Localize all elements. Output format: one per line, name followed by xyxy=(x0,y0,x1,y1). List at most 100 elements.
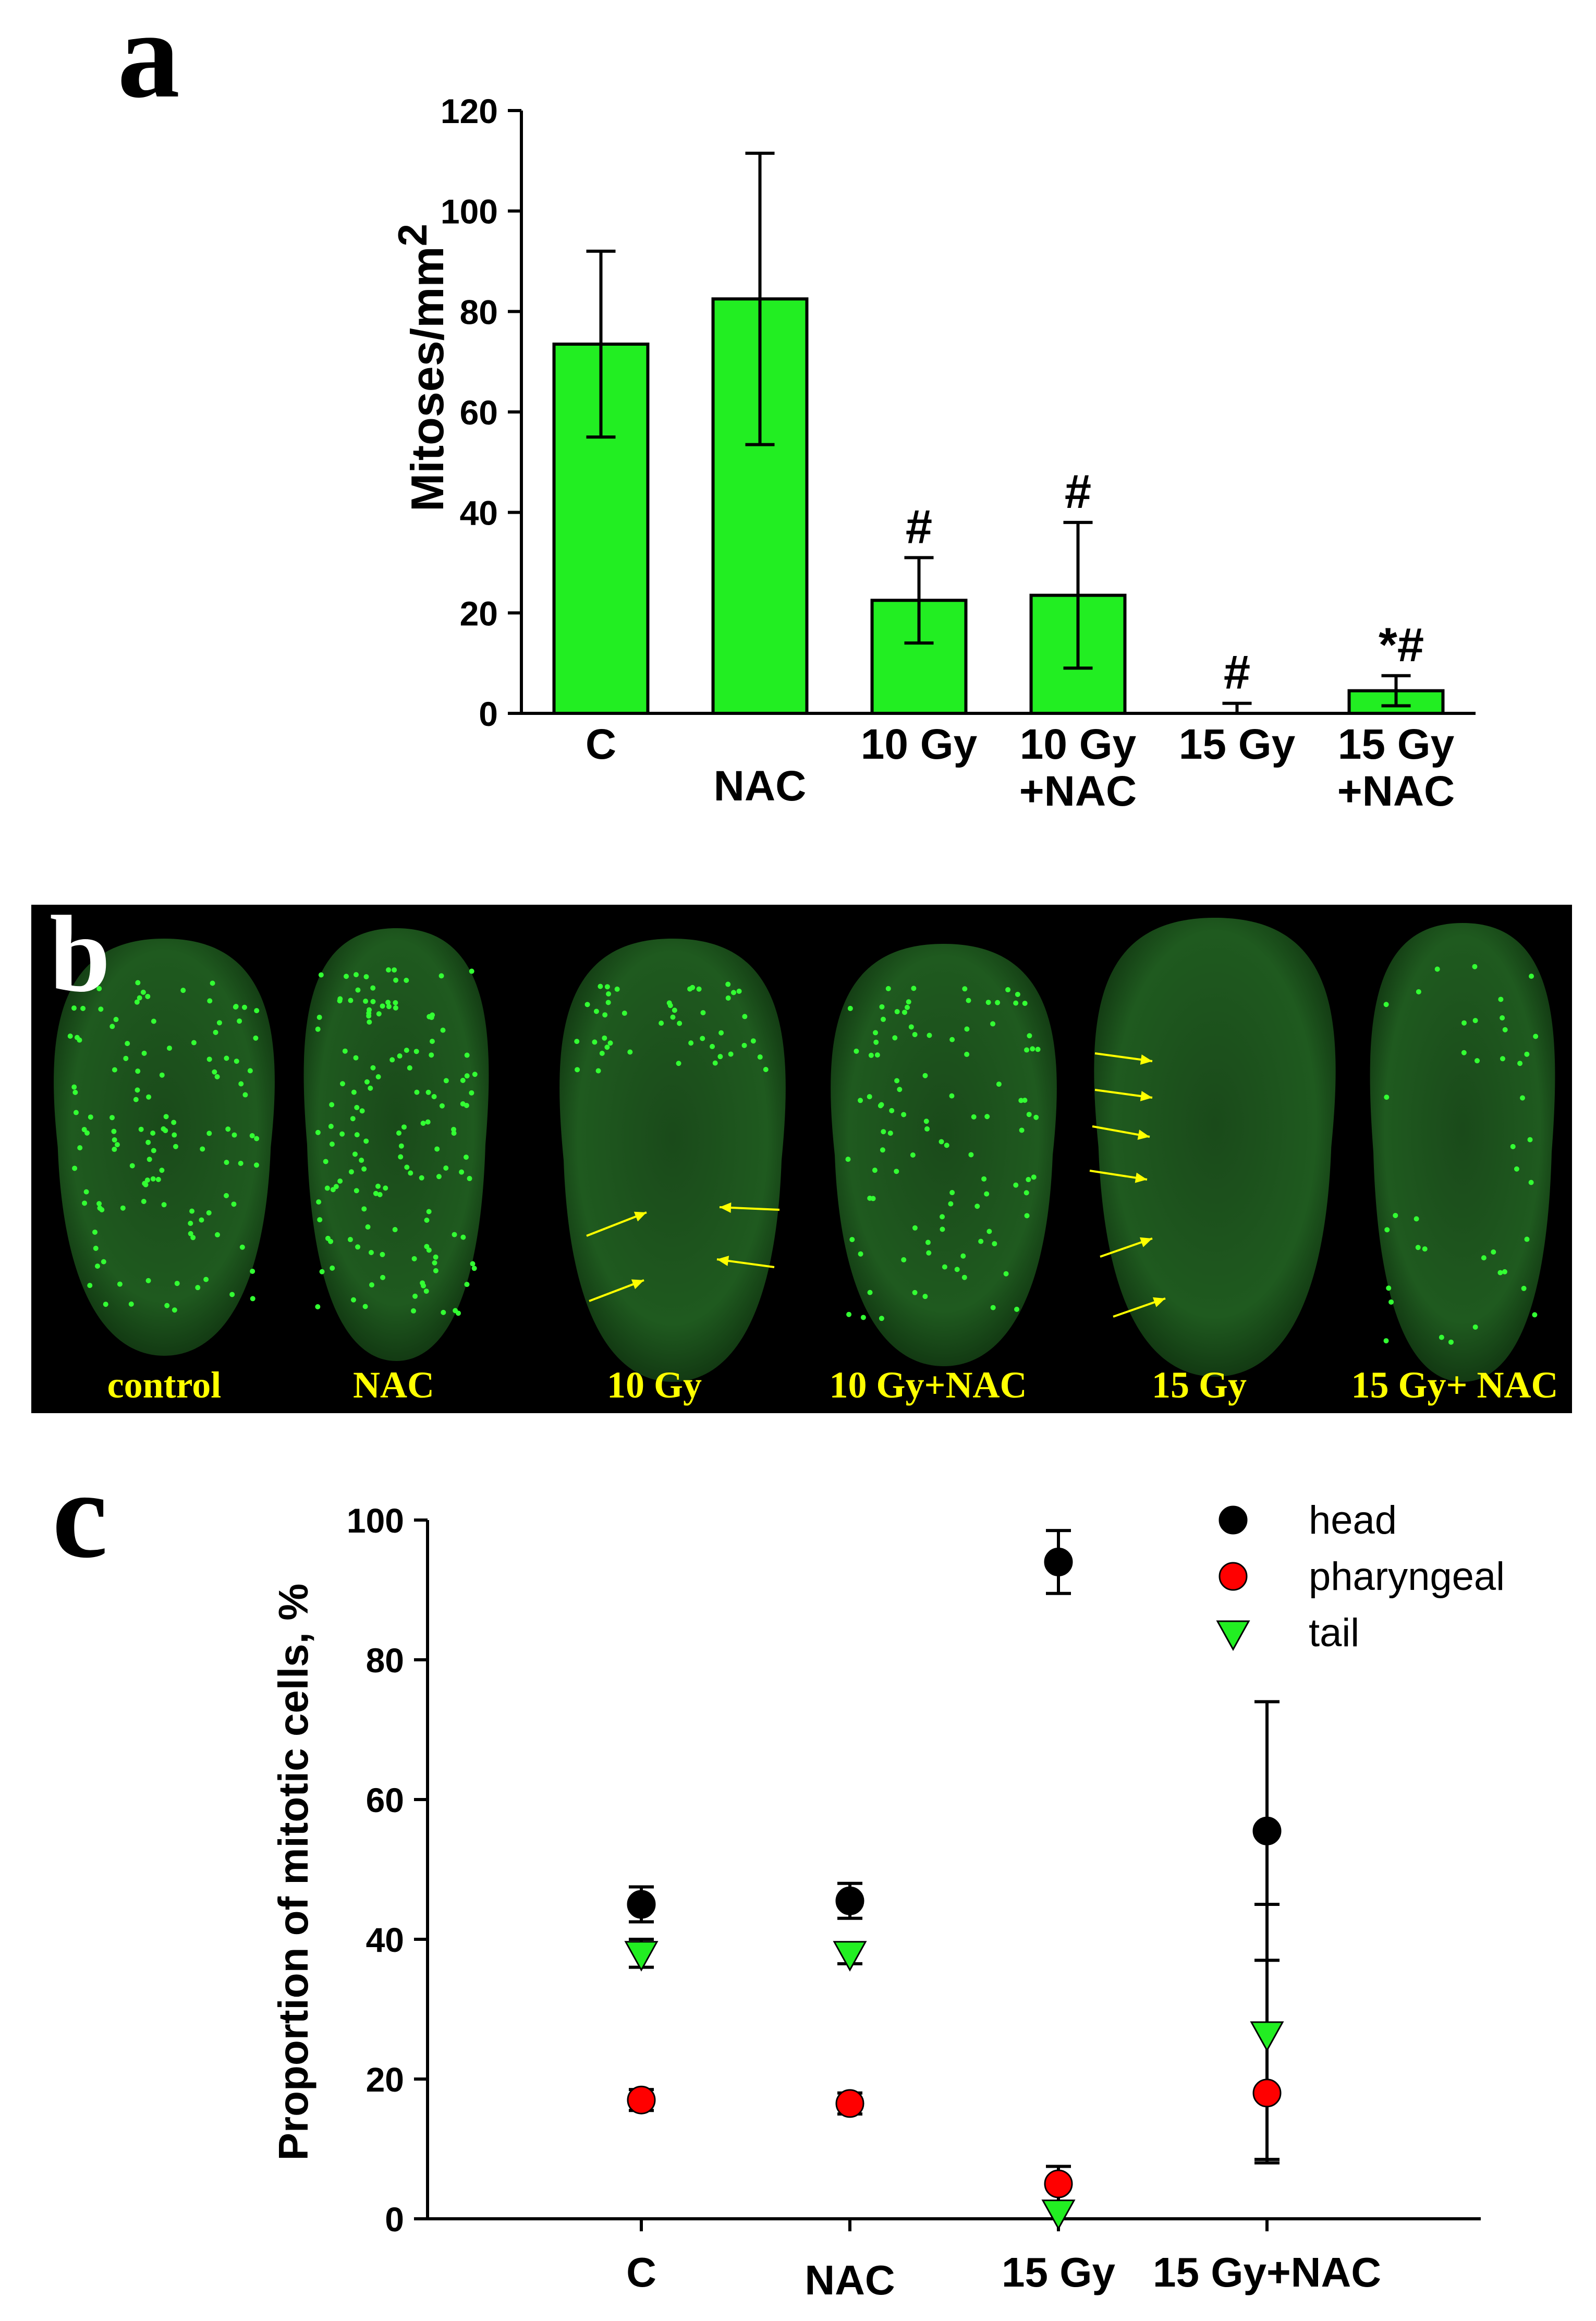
mitotic-dot xyxy=(954,1267,960,1272)
mitotic-dot xyxy=(676,1061,681,1066)
mitotic-dot xyxy=(94,1263,100,1269)
mitotic-dot xyxy=(77,1145,83,1151)
worm-image xyxy=(831,944,1057,1366)
mitotic-dot xyxy=(425,1089,431,1095)
mitotic-dot xyxy=(429,1038,435,1044)
mitotic-dot xyxy=(574,1039,580,1044)
mitotic-dot xyxy=(159,1072,165,1078)
mitotic-dot xyxy=(363,1138,369,1144)
mitotic-dot xyxy=(404,977,409,983)
mitotic-dot xyxy=(666,1000,672,1006)
mitotic-dot xyxy=(677,1020,683,1026)
mitotic-dot xyxy=(949,1190,955,1196)
mitotic-dot xyxy=(180,988,186,993)
a-y-tick-label: 80 xyxy=(460,293,498,331)
mitotic-dot xyxy=(731,990,737,995)
mitotic-dot xyxy=(1472,1018,1478,1024)
mitotic-dot xyxy=(985,1000,991,1005)
mitotic-dot xyxy=(599,1050,605,1056)
mitotic-dot xyxy=(250,1296,255,1302)
mitotic-dot xyxy=(1030,1046,1035,1052)
mitotic-dot xyxy=(199,1217,204,1223)
mitotic-dot xyxy=(191,1040,197,1046)
mitotic-dot xyxy=(188,1231,193,1236)
mitotic-dot xyxy=(912,1225,918,1231)
mitotic-dot xyxy=(72,1089,78,1095)
a-y-tick-label: 40 xyxy=(460,494,498,532)
mitotic-dot xyxy=(386,1004,392,1010)
mitotic-dot xyxy=(939,1139,944,1145)
mitotic-dot xyxy=(1383,1002,1389,1007)
mitotic-dot xyxy=(700,1010,706,1016)
mitotic-dot xyxy=(101,1259,106,1265)
mitotic-dot xyxy=(150,1176,156,1182)
mitotic-dot xyxy=(901,1112,907,1117)
mitotic-dot xyxy=(1472,1324,1478,1330)
mitotic-dot xyxy=(367,1007,372,1013)
c-x-tick-label: C xyxy=(626,2249,656,2295)
a-significance-marker: # xyxy=(1224,646,1250,699)
mitotic-dot xyxy=(241,1004,247,1010)
mitotic-dot xyxy=(368,1085,373,1091)
mitotic-dot xyxy=(467,1176,472,1182)
mitotic-dot xyxy=(948,1201,954,1207)
mitotic-dot xyxy=(1527,1137,1533,1143)
mitotic-dot xyxy=(1524,1051,1530,1057)
mitotic-dot xyxy=(164,1303,170,1308)
mitotic-dot xyxy=(452,1232,457,1237)
mitotic-dot xyxy=(203,1277,209,1282)
panel-c-legend: head pharyngeal tail xyxy=(1216,1498,1505,1655)
mitotic-dot xyxy=(593,1008,599,1014)
mitotic-dot xyxy=(868,1052,874,1058)
mitotic-dot xyxy=(736,988,742,994)
panel-a-bars xyxy=(552,151,1445,715)
mitotic-dot xyxy=(98,1006,104,1012)
mitotic-dot xyxy=(254,1008,260,1014)
mitotic-dot xyxy=(159,1168,165,1173)
mitotic-dot xyxy=(237,1018,242,1024)
mitotic-dot xyxy=(155,1176,161,1182)
c-y-tick-label: 80 xyxy=(366,1641,404,1680)
mitotic-dot xyxy=(129,1163,135,1169)
arrow-head xyxy=(1140,1091,1152,1101)
mitotic-dot xyxy=(763,1066,769,1072)
mitotic-dot xyxy=(363,974,369,980)
mitotic-dot xyxy=(353,972,359,978)
mitotic-dot xyxy=(247,1068,253,1074)
mitotic-dot xyxy=(337,1178,343,1184)
mitotic-dot xyxy=(981,1176,987,1182)
mitotic-dot xyxy=(420,1121,426,1126)
mitotic-dot xyxy=(962,986,968,992)
mitotic-dot xyxy=(584,1002,590,1007)
mitotic-dot xyxy=(359,1158,364,1163)
mitotic-dot xyxy=(81,1127,87,1133)
mitotic-dot xyxy=(867,1290,873,1295)
mitotic-dot xyxy=(364,1079,370,1085)
mitotic-dot xyxy=(1415,1245,1421,1250)
mitotic-dot xyxy=(622,1011,627,1016)
a-x-tick-label: 15 Gy xyxy=(1338,721,1455,768)
mitotic-dot xyxy=(1524,1236,1530,1242)
c-x-tick-label: 15 Gy+NAC xyxy=(1153,2249,1381,2295)
mitotic-dot xyxy=(328,1238,334,1244)
worm-image xyxy=(54,939,275,1356)
mitotic-dot xyxy=(407,1065,412,1071)
panel-a-letter: a xyxy=(117,0,180,124)
mitotic-dot xyxy=(1498,997,1504,1002)
mitotic-dot xyxy=(595,1068,601,1074)
mitotic-dot xyxy=(151,1018,156,1024)
mitotic-dot xyxy=(365,1224,371,1230)
mitotic-dot xyxy=(463,1155,469,1160)
mitotic-dot xyxy=(940,1226,945,1232)
mitotic-dot xyxy=(380,1251,385,1257)
mitotic-dot xyxy=(393,977,399,983)
mitotic-dot xyxy=(195,1285,201,1291)
mitotic-dot xyxy=(1519,1095,1525,1101)
mitotic-dot xyxy=(411,1308,417,1314)
mitotic-dot xyxy=(229,1292,235,1297)
mitotic-dot xyxy=(889,1108,895,1113)
panel-a-axes: 0 20 40 60 80 100 120 xyxy=(441,92,1476,733)
mitotic-dot xyxy=(112,1067,117,1073)
mitotic-dot xyxy=(352,1151,358,1157)
panel-b-letter: b xyxy=(50,894,111,1015)
